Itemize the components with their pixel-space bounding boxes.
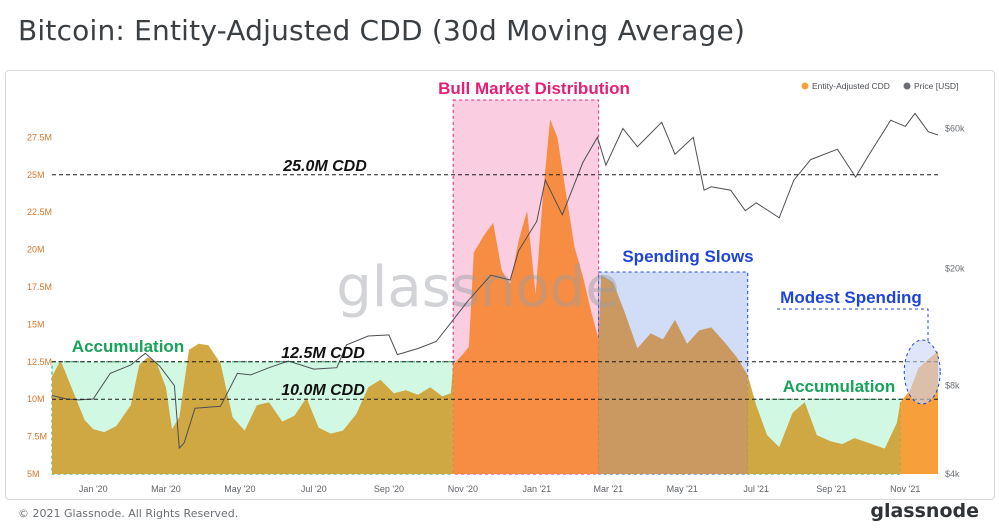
legend-swatch-0: [801, 82, 809, 90]
x-tick-5: Nov '20: [448, 484, 478, 494]
reference-line-label-2: 10.0M CDD: [281, 382, 365, 399]
annotation-label-accum2-3: Accumulation: [783, 377, 895, 396]
x-axis: Jan '20 Mar '20 May '20 Jul '20 Sep '20 Nov '…: [79, 484, 921, 494]
chart-frame: [5, 70, 995, 500]
x-tick-7: Mar '21: [593, 484, 623, 494]
y-left-tick-6: 20M: [27, 245, 45, 255]
price-line-series: [52, 112, 938, 450]
legend-label-1: Price [USD]: [914, 81, 958, 91]
modest-spending-leader: [777, 308, 929, 342]
annotation-labels: Accumulation Bull Market Distribution Spen…: [72, 79, 941, 405]
legend-label-0: Entity-Adjusted CDD: [812, 81, 890, 91]
y-right-tick-1: $8k: [945, 381, 960, 391]
y-left-tick-8: 25M: [27, 170, 45, 180]
cdd-area-segment-1: [453, 119, 599, 474]
reference-line-label-0: 25.0M CDD: [282, 158, 367, 175]
y-axis-left: 5M 7.5M 10M 12.5M 15M 17.5M 20M 22.5M 25M 27.5M: [27, 132, 52, 479]
x-tick-10: Sep '21: [816, 484, 846, 494]
brand-logo: glassnode: [870, 500, 979, 522]
x-tick-1: Mar '20: [151, 484, 181, 494]
y-right-tick-2: $20k: [945, 264, 965, 274]
x-tick-9: Jul '21: [743, 484, 769, 494]
reference-lines: 25.0M CDD 12.5M CDD 10.0M CDD: [52, 158, 938, 400]
x-tick-3: Jul '20: [301, 484, 327, 494]
x-tick-0: Jan '20: [79, 484, 108, 494]
legend-swatch-1: [903, 82, 911, 90]
legend: Entity-Adjusted CDD Price [USD]: [801, 81, 958, 91]
y-right-tick-3: $60k: [945, 123, 965, 133]
annotation-label-modest-4: Modest Spending: [780, 288, 922, 307]
modest-spending-ellipse: [903, 339, 941, 405]
cdd-area-segment-3: [747, 375, 901, 474]
x-tick-4: Sep '20: [374, 484, 404, 494]
reference-line-label-1: 12.5M CDD: [281, 345, 365, 362]
x-tick-11: Nov '21: [890, 484, 920, 494]
y-left-tick-0: 5M: [27, 469, 40, 479]
cdd-area-segment-0: [52, 343, 454, 474]
y-axis-right: $4k $8k $20k $60k: [945, 123, 965, 479]
y-right-tick-0: $4k: [945, 469, 960, 479]
x-tick-6: Jan '21: [522, 484, 551, 494]
annotation-label-bull-1: Bull Market Distribution: [438, 79, 630, 98]
cdd-area-segment-2: [598, 275, 748, 474]
annotation-label-slow-2: Spending Slows: [622, 247, 753, 266]
y-left-tick-4: 15M: [27, 319, 45, 329]
y-left-tick-9: 27.5M: [27, 132, 52, 142]
y-left-tick-3: 12.5M: [27, 357, 52, 367]
x-tick-8: May '21: [667, 484, 698, 494]
y-left-tick-1: 7.5M: [27, 432, 47, 442]
y-left-tick-2: 10M: [27, 394, 45, 404]
x-tick-2: May '20: [224, 484, 255, 494]
page-title: Bitcoin: Entity-Adjusted CDD (30d Moving…: [18, 14, 746, 47]
y-left-tick-5: 17.5M: [27, 282, 52, 292]
watermark: glassnode: [336, 255, 620, 320]
copyright-text: © 2021 Glassnode. All Rights Reserved.: [18, 507, 239, 520]
y-left-tick-7: 22.5M: [27, 207, 52, 217]
annotation-label-accum-0: Accumulation: [72, 337, 184, 356]
